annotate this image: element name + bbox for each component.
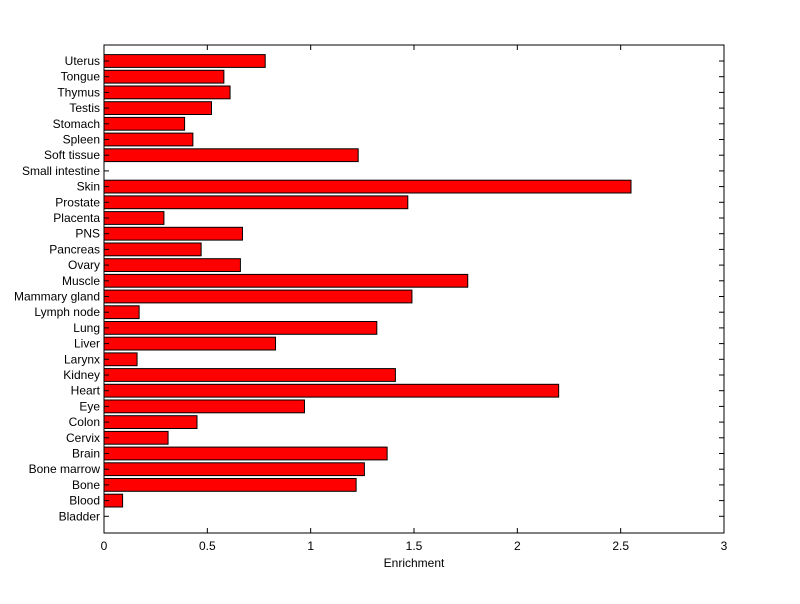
bar-uterus xyxy=(103,54,266,68)
bar-testis xyxy=(103,101,212,115)
bar-bone xyxy=(103,478,357,492)
bar-heart xyxy=(103,383,560,398)
y-tick-label-testis: Testis xyxy=(69,101,100,115)
y-tick-label-skin: Skin xyxy=(77,180,100,194)
bar-liver xyxy=(103,336,277,351)
bar-skin xyxy=(103,179,632,194)
y-tick-label-muscle: Muscle xyxy=(62,274,100,288)
y-tick-label-larynx: Larynx xyxy=(64,352,100,366)
y-tick-label-eye: Eye xyxy=(79,399,100,413)
y-tick-label-bladder: Bladder xyxy=(59,509,100,523)
x-tick-label-0: 0 xyxy=(101,539,108,553)
bar-prostate xyxy=(103,195,409,210)
y-tick-label-pns: PNS xyxy=(75,227,100,241)
y-tick-label-colon: Colon xyxy=(69,415,100,429)
bar-placenta xyxy=(103,211,165,225)
x-tick-label-5: 2.5 xyxy=(612,539,629,553)
y-tick-label-prostate: Prostate xyxy=(55,195,100,209)
x-tick-label-1: 0.5 xyxy=(199,539,216,553)
y-tick-label-liver: Liver xyxy=(74,337,100,351)
x-tick-label-6: 3 xyxy=(721,539,728,553)
bar-spleen xyxy=(103,132,194,147)
y-tick-label-kidney: Kidney xyxy=(63,368,100,382)
plot-frame xyxy=(103,44,725,534)
bar-pancreas xyxy=(103,242,202,257)
x-axis-label: Enrichment xyxy=(384,556,445,570)
x-tick-label-3: 1.5 xyxy=(406,539,423,553)
y-tick-label-thymus: Thymus xyxy=(57,85,100,99)
y-tick-label-stomach: Stomach xyxy=(53,117,100,131)
y-tick-label-placenta: Placenta xyxy=(53,211,100,225)
bar-kidney xyxy=(103,368,396,382)
y-tick-label-soft-tissue: Soft tissue xyxy=(44,148,100,162)
x-tick-label-2: 1 xyxy=(307,539,314,553)
y-tick-label-mammary-gland: Mammary gland xyxy=(14,290,100,304)
bar-eye xyxy=(103,399,305,414)
y-tick-label-heart: Heart xyxy=(71,384,101,398)
y-tick-label-bone-marrow: Bone marrow xyxy=(29,462,101,476)
bar-bone-marrow xyxy=(103,462,365,477)
y-tick-label-bone: Bone xyxy=(72,478,100,492)
bar-brain xyxy=(103,446,388,461)
bar-soft-tissue xyxy=(103,148,359,163)
bar-cervix xyxy=(103,430,169,445)
bar-thymus xyxy=(103,85,231,100)
y-tick-label-small-intestine: Small intestine xyxy=(22,164,100,178)
y-tick-label-blood: Blood xyxy=(69,494,100,508)
bar-lung xyxy=(103,321,378,335)
bar-mammary-gland xyxy=(103,289,413,304)
y-tick-label-brain: Brain xyxy=(72,447,100,461)
bar-lymph-node xyxy=(103,305,140,320)
bar-colon xyxy=(103,415,198,430)
bar-tongue xyxy=(103,69,225,84)
y-tick-label-lymph-node: Lymph node xyxy=(34,305,100,319)
y-tick-label-pancreas: Pancreas xyxy=(49,242,100,256)
bar-muscle xyxy=(103,273,469,288)
y-tick-label-cervix: Cervix xyxy=(66,431,100,445)
y-tick-label-lung: Lung xyxy=(73,321,100,335)
bar-ovary xyxy=(103,258,241,273)
y-tick-label-uterus: Uterus xyxy=(65,54,100,68)
bar-pns xyxy=(103,226,243,241)
y-tick-label-tongue: Tongue xyxy=(61,70,101,84)
y-tick-label-spleen: Spleen xyxy=(63,133,100,147)
bar-stomach xyxy=(103,116,186,131)
x-tick-label-4: 2 xyxy=(514,539,521,553)
y-tick-label-ovary: Ovary xyxy=(68,258,100,272)
